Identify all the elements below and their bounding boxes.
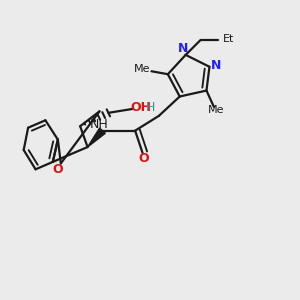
Text: Me: Me bbox=[208, 105, 224, 115]
Text: O: O bbox=[52, 164, 63, 176]
Text: Et: Et bbox=[223, 34, 235, 44]
Text: NH: NH bbox=[90, 118, 109, 131]
Polygon shape bbox=[88, 128, 105, 147]
Text: N: N bbox=[178, 42, 188, 56]
Text: H: H bbox=[146, 101, 155, 114]
Text: OH: OH bbox=[130, 101, 151, 114]
Text: O: O bbox=[139, 152, 149, 165]
Text: N: N bbox=[211, 59, 221, 72]
Text: Me: Me bbox=[134, 64, 151, 74]
